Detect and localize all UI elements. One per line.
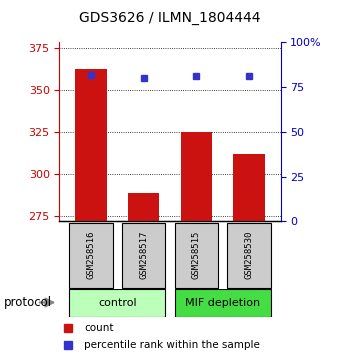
Bar	[122, 223, 165, 288]
Text: GSM258515: GSM258515	[192, 231, 201, 279]
Text: protocol: protocol	[3, 296, 52, 309]
Bar	[227, 223, 271, 288]
Bar	[128, 193, 159, 221]
Bar	[75, 69, 107, 221]
Text: MIF depletion: MIF depletion	[185, 298, 260, 308]
Bar	[175, 289, 271, 317]
Bar	[181, 132, 212, 221]
Text: GSM258517: GSM258517	[139, 231, 148, 279]
Bar	[233, 154, 265, 221]
Bar	[69, 289, 165, 317]
Text: control: control	[98, 298, 137, 308]
Text: percentile rank within the sample: percentile rank within the sample	[84, 340, 260, 350]
Text: GDS3626 / ILMN_1804444: GDS3626 / ILMN_1804444	[79, 11, 261, 25]
Text: GSM258530: GSM258530	[244, 231, 253, 279]
Bar	[175, 223, 218, 288]
Bar	[69, 223, 113, 288]
Text: GSM258516: GSM258516	[87, 231, 96, 279]
Text: count: count	[84, 323, 114, 333]
